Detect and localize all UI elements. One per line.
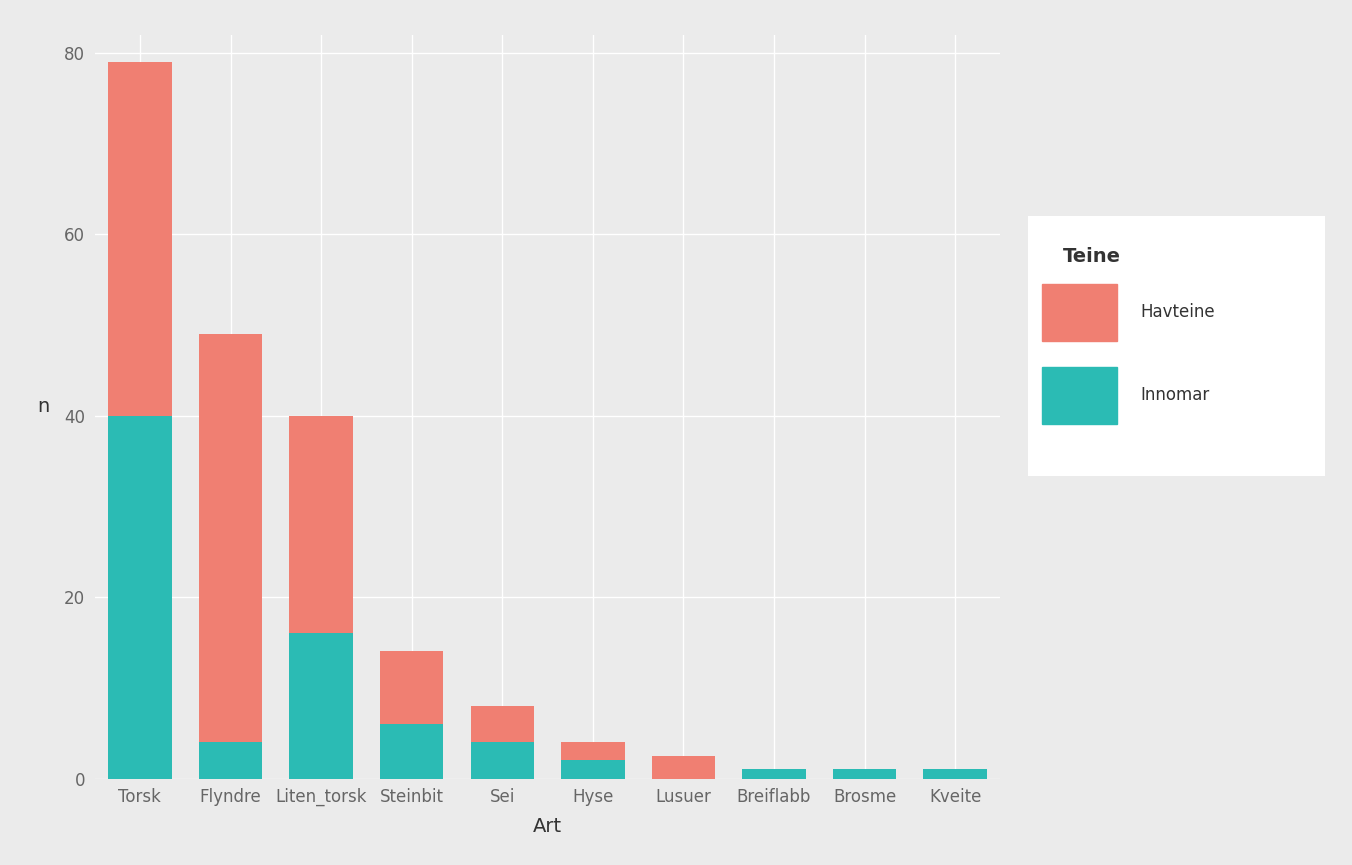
Bar (380, 724, 443, 778)
Bar (923, 770, 987, 778)
Bar (289, 633, 353, 778)
Text: Teine: Teine (1063, 247, 1121, 266)
Bar (561, 760, 625, 778)
Text: Innomar: Innomar (1141, 387, 1210, 404)
Bar (470, 742, 534, 778)
X-axis label: Art: Art (533, 817, 562, 836)
FancyBboxPatch shape (1042, 367, 1117, 424)
Bar (742, 770, 806, 778)
Bar (470, 706, 534, 742)
Bar (289, 415, 353, 633)
Bar (652, 756, 715, 778)
FancyBboxPatch shape (1042, 284, 1117, 341)
Bar (833, 770, 896, 778)
Bar (380, 651, 443, 724)
Text: Havteine: Havteine (1141, 304, 1215, 321)
Bar (199, 742, 262, 778)
Bar (199, 334, 262, 742)
Bar (561, 742, 625, 760)
Y-axis label: n: n (37, 397, 49, 416)
Bar (108, 61, 172, 415)
Bar (108, 415, 172, 778)
